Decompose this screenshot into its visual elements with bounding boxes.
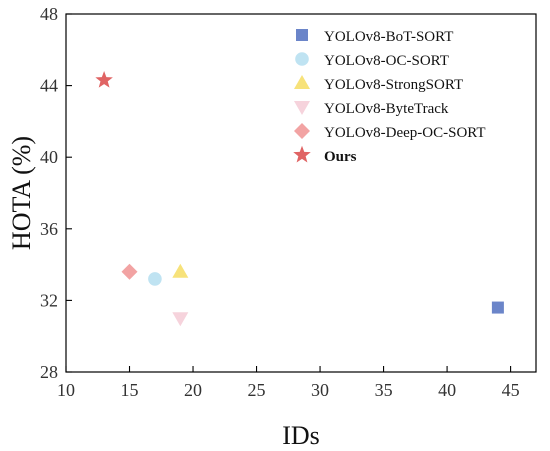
legend: YOLOv8-BoT-SORT YOLOv8-OC-SORT YOLOv8-Stro…	[293, 29, 486, 165]
legend-label: YOLOv8-Deep-OC-SORT	[324, 125, 486, 141]
x-tick-label: 45	[502, 380, 520, 400]
legend-label: Ours	[324, 149, 357, 165]
y-tick-label: 48	[40, 4, 58, 24]
plot-frame	[65, 13, 537, 373]
legend-marker	[294, 123, 310, 139]
legend-marker	[294, 75, 310, 89]
legend-marker	[294, 101, 310, 115]
y-axis: 28 32 36 40 44 48	[40, 4, 72, 382]
legend-marker	[296, 29, 308, 41]
legend-label: YOLOv8-OC-SORT	[324, 53, 449, 69]
legend-label: YOLOv8-StrongSORT	[324, 77, 463, 93]
x-tick-label: 15	[121, 380, 139, 400]
legend-label: YOLOv8-ByteTrack	[324, 101, 449, 117]
y-tick-label: 44	[40, 76, 58, 96]
x-axis: 10 15 20 25 30 35 40 45	[57, 366, 520, 400]
x-tick-label: 25	[248, 380, 266, 400]
data-point	[491, 301, 504, 314]
legend-marker	[295, 52, 309, 66]
y-tick-label: 28	[40, 362, 58, 382]
x-axis-title: IDs	[282, 421, 320, 450]
x-tick-label: 40	[438, 380, 456, 400]
legend-marker	[293, 145, 311, 163]
data-point	[121, 263, 138, 280]
y-tick-label: 32	[40, 290, 58, 310]
x-tick-label: 20	[184, 380, 202, 400]
data-points	[95, 71, 504, 327]
data-point	[172, 312, 189, 327]
y-tick-label: 36	[40, 219, 58, 239]
x-tick-label: 35	[375, 380, 393, 400]
x-tick-label: 10	[57, 380, 75, 400]
y-tick-label: 40	[40, 147, 58, 167]
legend-label: YOLOv8-BoT-SORT	[324, 29, 453, 45]
x-tick-label: 30	[311, 380, 329, 400]
data-point	[148, 272, 162, 286]
y-axis-title: HOTA (%)	[7, 136, 36, 250]
data-point	[172, 263, 189, 278]
data-point	[95, 71, 113, 88]
